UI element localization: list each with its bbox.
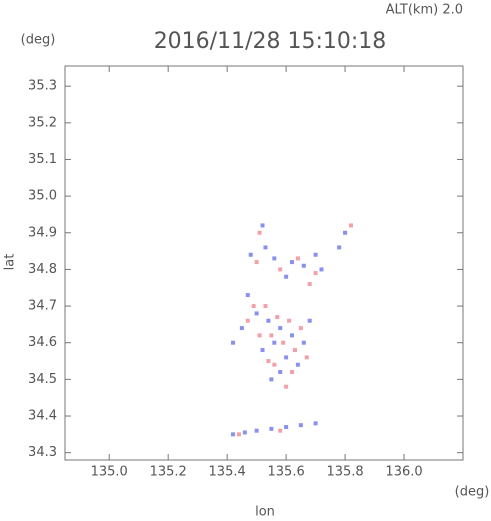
echo-point xyxy=(287,318,292,323)
echo-point xyxy=(301,340,306,345)
echo-point xyxy=(257,230,262,235)
echo-point xyxy=(254,260,259,265)
subtitle: ALT(km) 2.0 xyxy=(386,3,463,18)
x-unit: (deg) xyxy=(455,485,490,500)
echo-point xyxy=(295,256,300,261)
y-label: lat xyxy=(3,254,18,271)
echo-point xyxy=(236,432,241,437)
echo-point xyxy=(290,260,295,265)
y-tick-label: 34.5 xyxy=(28,372,57,387)
echo-point xyxy=(313,271,318,276)
y-tick-label: 35.1 xyxy=(28,152,57,167)
echo-point xyxy=(251,304,256,309)
x-tick-label: 135.4 xyxy=(209,465,246,480)
echo-point xyxy=(260,348,265,353)
echo-point xyxy=(319,267,324,272)
echo-point xyxy=(254,311,259,316)
echo-point xyxy=(278,428,283,433)
echo-point xyxy=(272,256,277,261)
echo-point xyxy=(290,370,295,375)
echo-point xyxy=(301,263,306,268)
x-tick-label: 135.8 xyxy=(326,465,363,480)
echo-point xyxy=(269,333,274,338)
y-tick-label: 34.3 xyxy=(28,445,57,460)
y-tick-label: 35.3 xyxy=(28,79,57,94)
echo-point xyxy=(281,340,286,345)
echo-point xyxy=(284,355,289,360)
echo-point xyxy=(275,315,280,320)
echo-point xyxy=(272,362,277,367)
y-unit: (deg) xyxy=(21,33,56,48)
echo-point xyxy=(269,377,274,382)
x-tick-label: 136.0 xyxy=(385,465,422,480)
echo-point xyxy=(295,362,300,367)
echo-point xyxy=(343,230,348,235)
y-tick-label: 34.8 xyxy=(28,262,57,277)
echo-point xyxy=(266,359,271,364)
echo-point xyxy=(254,428,259,433)
echo-point xyxy=(307,282,312,287)
echo-point xyxy=(337,245,342,250)
echo-point xyxy=(304,355,309,360)
echo-point xyxy=(272,340,277,345)
echo-point xyxy=(284,425,289,430)
echo-point xyxy=(245,318,250,323)
echo-point xyxy=(263,245,268,250)
echo-point xyxy=(307,318,312,323)
echo-point xyxy=(298,326,303,331)
x-tick-label: 135.2 xyxy=(150,465,187,480)
plot-frame xyxy=(64,65,464,461)
y-tick-label: 34.9 xyxy=(28,225,57,240)
echo-point xyxy=(298,423,303,428)
chart-title: 2016/11/28 15:10:18 xyxy=(154,29,387,54)
y-tick-label: 34.7 xyxy=(28,299,57,314)
y-tick-label: 34.6 xyxy=(28,335,57,350)
echo-point xyxy=(348,223,353,228)
y-tick-label: 35.0 xyxy=(28,189,57,204)
echo-point xyxy=(245,293,250,298)
y-tick-label: 34.4 xyxy=(28,409,57,424)
echo-point xyxy=(290,333,295,338)
echo-point xyxy=(292,348,297,353)
echo-point xyxy=(239,326,244,331)
echo-point xyxy=(231,432,236,437)
echo-point xyxy=(278,326,283,331)
echo-point xyxy=(313,421,318,426)
echo-point xyxy=(242,430,247,435)
echo-point xyxy=(266,318,271,323)
echo-point xyxy=(269,426,274,431)
x-label: lon xyxy=(255,505,275,520)
echo-point xyxy=(284,274,289,279)
echo-point xyxy=(248,252,253,257)
echo-point xyxy=(278,267,283,272)
echo-point xyxy=(257,333,262,338)
echo-point xyxy=(278,370,283,375)
echo-point xyxy=(231,340,236,345)
echo-point xyxy=(260,223,265,228)
y-tick-label: 35.2 xyxy=(28,115,57,130)
x-tick-label: 135.0 xyxy=(91,465,128,480)
echo-point xyxy=(313,252,318,257)
echo-point xyxy=(284,384,289,389)
echo-point xyxy=(263,304,268,309)
x-tick-label: 135.6 xyxy=(268,465,305,480)
